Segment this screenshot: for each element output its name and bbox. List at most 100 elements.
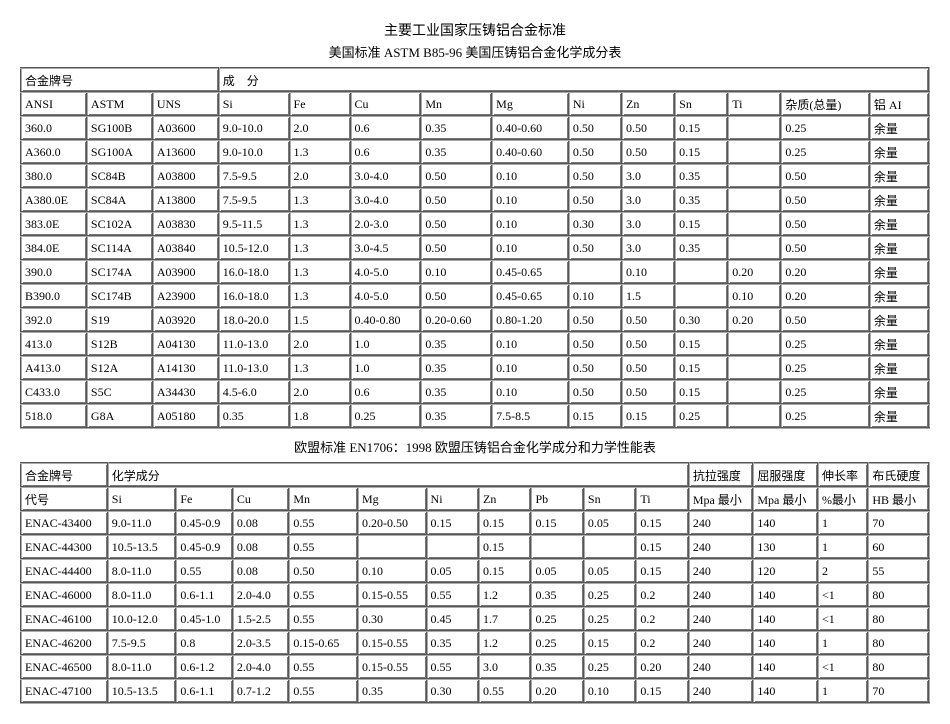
cell: 383.0E: [21, 212, 87, 236]
cell: 0.15: [427, 511, 479, 535]
cell: 0.10: [358, 559, 427, 583]
cell: 0.25: [675, 404, 728, 428]
cell: 11.0-13.0: [219, 356, 290, 380]
cell: 2.0-3.5: [233, 631, 290, 655]
cell: 0.25: [781, 380, 870, 404]
alloy-header: 合金牌号: [21, 463, 108, 487]
cell: A14130: [153, 356, 219, 380]
cell: 0.35: [675, 164, 728, 188]
cell: ENAC-47100: [21, 679, 108, 703]
col-header: Mpa 最小: [689, 487, 754, 511]
cell: 0.15: [675, 332, 728, 356]
cell: 0.25: [781, 140, 870, 164]
cell: ENAC-44400: [21, 559, 108, 583]
cell: 0.80-1.20: [492, 308, 569, 332]
cell: 8.0-11.0: [108, 583, 177, 607]
cell: 0.50: [622, 380, 675, 404]
table-row: 合金牌号 化学成分 抗拉强度 屈服强度 伸长率 布氏硬度: [21, 463, 929, 487]
col-header: Mn: [289, 487, 358, 511]
cell: 0.20: [781, 284, 870, 308]
cell: [728, 164, 781, 188]
cell: S19: [87, 308, 153, 332]
cell: 0.15: [622, 404, 675, 428]
cell: 10.5-13.5: [108, 535, 177, 559]
cell: 1.5-2.5: [233, 607, 290, 631]
chem-header: 化学成分: [108, 463, 689, 487]
cell: 0.25: [781, 356, 870, 380]
cell: 余量: [870, 188, 929, 212]
cell: 8.0-11.0: [108, 655, 177, 679]
cell: 240: [689, 583, 754, 607]
col-header: Ti: [636, 487, 688, 511]
cell: 0.55: [289, 535, 358, 559]
cell: A34430: [153, 380, 219, 404]
cell: 140: [753, 679, 818, 703]
cell: 余量: [870, 260, 929, 284]
col-header: Sn: [584, 487, 636, 511]
page-subtitle: 美国标准 ASTM B85-96 美国压铸铝合金化学成分表: [20, 42, 930, 61]
table-row: A380.0ESC84AA138007.5-9.51.33.0-4.00.500…: [21, 188, 929, 212]
elong-header: 伸长率: [818, 463, 868, 487]
cell: 0.35: [421, 404, 492, 428]
col-header: Ni: [427, 487, 479, 511]
cell: 0.35: [421, 332, 492, 356]
cell: 0.25: [781, 404, 870, 428]
cell: [728, 188, 781, 212]
table-row: 392.0S19A0392018.0-20.01.50.40-0.800.20-…: [21, 308, 929, 332]
cell: 0.05: [584, 511, 636, 535]
cell: 0.15: [584, 631, 636, 655]
cell: 0.35: [531, 655, 583, 679]
table-row: ENAC-462007.5-9.50.82.0-3.50.15-0.650.15…: [21, 631, 929, 655]
cell: 0.55: [289, 655, 358, 679]
cell: 0.15: [479, 511, 531, 535]
cell: 80: [868, 607, 929, 631]
cell: 0.15-0.55: [358, 631, 427, 655]
cell: 0.55: [289, 511, 358, 535]
cell: 0.35: [421, 140, 492, 164]
table-row: C433.0S5CA344304.5-6.02.00.60.350.100.50…: [21, 380, 929, 404]
cell: 0.8: [176, 631, 233, 655]
cell: 1.3: [290, 188, 351, 212]
cell: A03920: [153, 308, 219, 332]
cell: A13600: [153, 140, 219, 164]
cell: 0.10: [492, 236, 569, 260]
cell: 0.20: [531, 679, 583, 703]
col-header: 杂质(总量): [781, 92, 870, 116]
cell: 0.45-1.0: [176, 607, 233, 631]
cell: 80: [868, 631, 929, 655]
cell: 余量: [870, 404, 929, 428]
comp-header: 成 分: [219, 68, 929, 92]
cell: 1.3: [290, 284, 351, 308]
cell: 0.15: [531, 511, 583, 535]
cell: 11.0-13.0: [219, 332, 290, 356]
cell: 0.6-1.1: [176, 679, 233, 703]
cell: 0.55: [289, 583, 358, 607]
cell: SC174B: [87, 284, 153, 308]
cell: A13800: [153, 188, 219, 212]
cell: 0.50: [421, 188, 492, 212]
cell: 0.05: [427, 559, 479, 583]
col-header: Cu: [351, 92, 422, 116]
cell: 413.0: [21, 332, 87, 356]
cell: 240: [689, 511, 754, 535]
cell: 3.0: [622, 212, 675, 236]
cell: 80: [868, 583, 929, 607]
table-row: ENAC-460008.0-11.00.6-1.12.0-4.00.550.15…: [21, 583, 929, 607]
cell: 0.50: [781, 212, 870, 236]
cell: 0.08: [233, 511, 290, 535]
cell: 余量: [870, 164, 929, 188]
cell: 0.15-0.55: [358, 655, 427, 679]
col-header: Fe: [290, 92, 351, 116]
cell: 0.50: [289, 559, 358, 583]
cell: 3.0: [622, 188, 675, 212]
cell: 0.2: [636, 607, 688, 631]
cell: 1.5: [290, 308, 351, 332]
col-header: Mn: [421, 92, 492, 116]
cell: 60: [868, 535, 929, 559]
cell: 0.25: [781, 332, 870, 356]
cell: A05180: [153, 404, 219, 428]
cell: 384.0E: [21, 236, 87, 260]
cell: 518.0: [21, 404, 87, 428]
cell: 0.40-0.60: [492, 140, 569, 164]
cell: 0.50: [781, 188, 870, 212]
